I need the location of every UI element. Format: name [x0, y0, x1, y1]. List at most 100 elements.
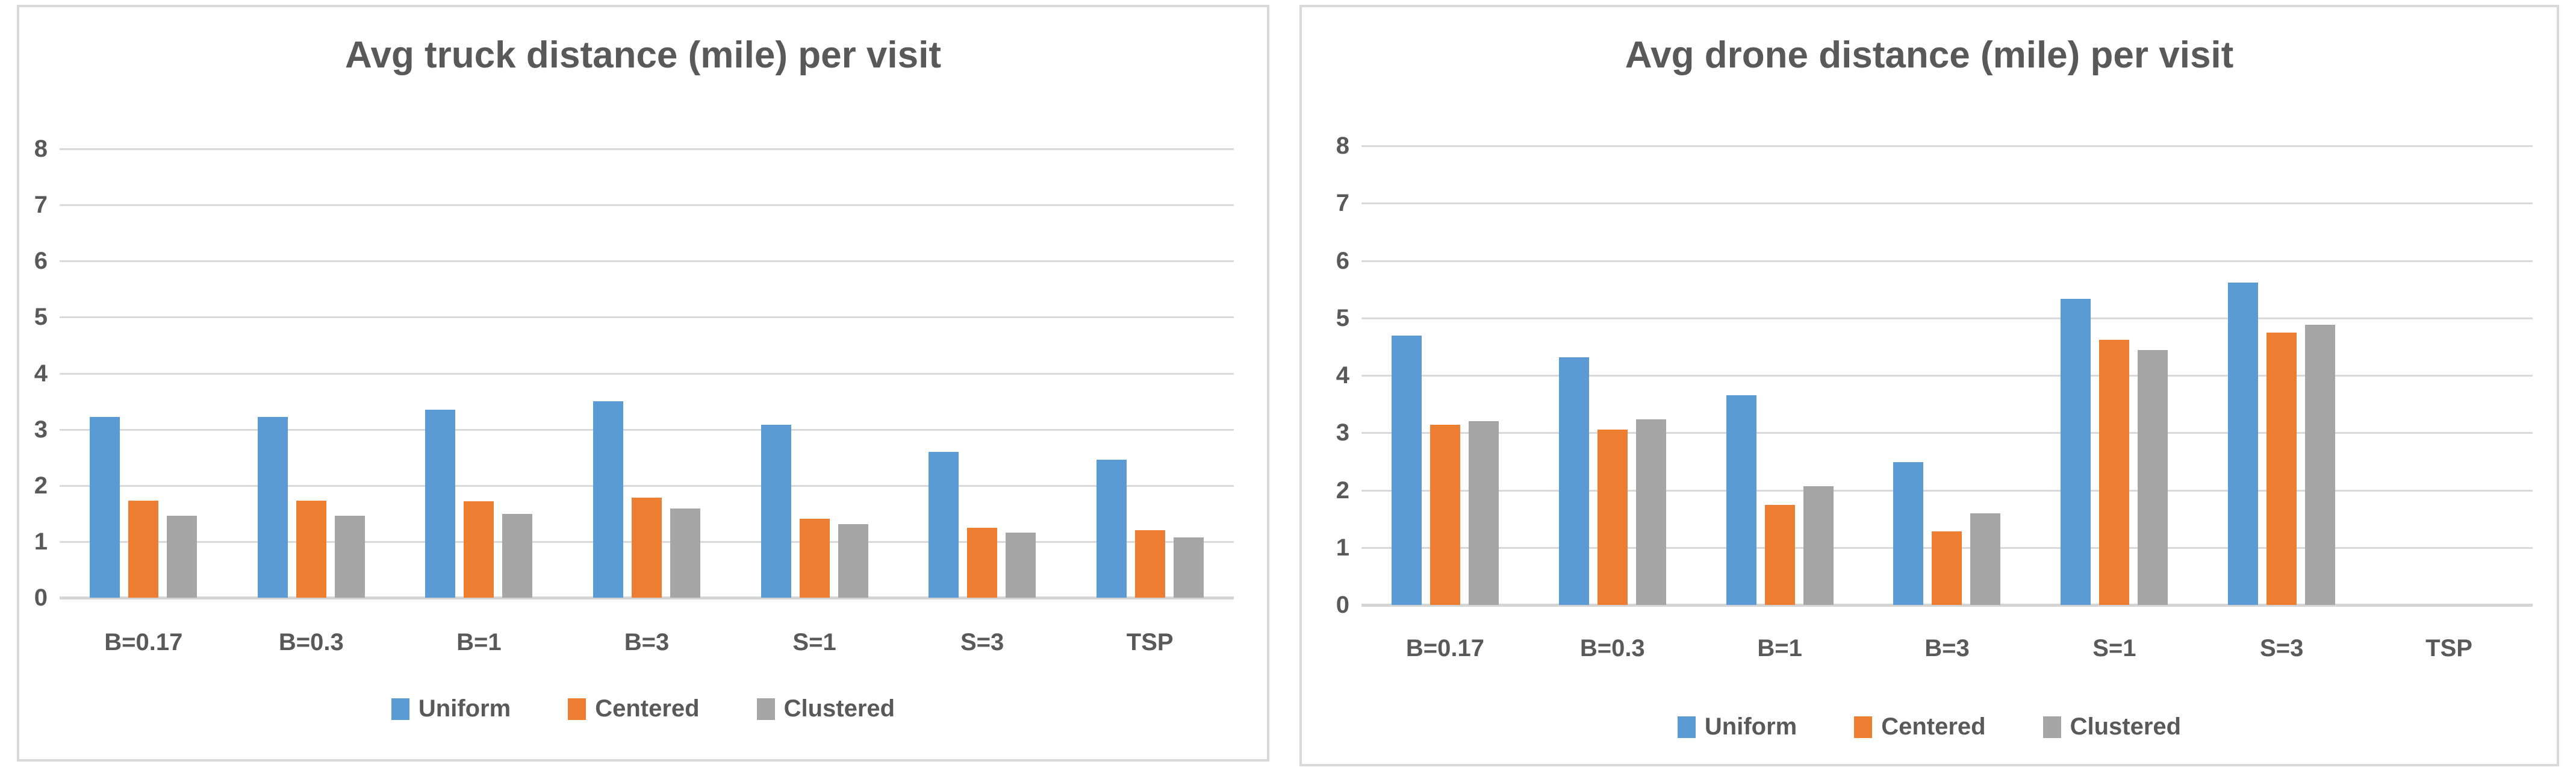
y-tick-label: 1 — [34, 528, 48, 555]
bar-clustered-B=1 — [502, 514, 533, 598]
legend-swatch-clustered — [756, 698, 775, 720]
gridline — [1361, 260, 2533, 262]
bar-centered-B=1 — [1764, 505, 1795, 605]
bar-centered-TSP — [1134, 530, 1165, 598]
bar-group-S=3 — [898, 149, 1066, 598]
bar-uniform-B=0.17 — [1391, 336, 1422, 605]
bar-group-S=1 — [2030, 146, 2198, 605]
bar-uniform-B=3 — [1893, 462, 1924, 605]
x-category-label: B=1 — [456, 629, 502, 656]
gridline — [1361, 375, 2533, 377]
y-tick-label: 7 — [34, 192, 48, 219]
x-category-label: B=0.17 — [1405, 635, 1484, 662]
legend-label-clustered: Clustered — [783, 695, 895, 722]
legend-swatch-centered — [568, 698, 586, 720]
truck-legend: Uniform Centered Clustered — [19, 695, 1267, 722]
x-category-label: S=1 — [2092, 635, 2136, 662]
x-category-label: TSP — [2425, 635, 2472, 662]
bar-uniform-B=1 — [1726, 395, 1756, 605]
bar-clustered-S=1 — [2138, 350, 2168, 605]
y-tick-label: 1 — [1336, 534, 1349, 561]
gridline — [60, 148, 1234, 150]
truck-chart-title: Avg truck distance (mile) per visit — [344, 34, 941, 76]
truck-chart-panel: Avg truck distance (mile) per visit Unif… — [17, 5, 1269, 762]
x-category-label: B=0.3 — [278, 629, 344, 656]
legend-item-centered: Centered — [568, 695, 700, 722]
y-tick-label: 7 — [1336, 190, 1349, 217]
bar-uniform-B=0.3 — [1558, 357, 1589, 605]
bar-centered-B=3 — [1932, 531, 1962, 605]
bar-uniform-B=1 — [425, 410, 456, 598]
legend-label-centered: Centered — [595, 695, 700, 722]
x-axis-line — [60, 596, 1234, 599]
bar-centered-B=0.3 — [296, 501, 326, 598]
bar-centered-S=1 — [2099, 340, 2130, 605]
bar-uniform-S=1 — [2061, 299, 2091, 605]
legend-item-uniform: Uniform — [391, 695, 511, 722]
bar-uniform-S=3 — [2228, 283, 2259, 605]
bar-clustered-B=1 — [1803, 486, 1834, 605]
x-category-label: B=0.3 — [1579, 635, 1645, 662]
gridline — [1361, 432, 2533, 434]
y-tick-label: 5 — [34, 304, 48, 331]
bar-uniform-S=3 — [929, 452, 959, 598]
legend-label-clustered: Clustered — [2070, 713, 2182, 740]
bar-group-B=3 — [1864, 146, 2031, 605]
bar-centered-B=0.17 — [1430, 425, 1460, 605]
bar-clustered-B=0.3 — [334, 516, 365, 598]
y-tick-label: 0 — [1336, 592, 1349, 618]
bar-group-B=3 — [563, 149, 731, 598]
y-tick-label: 8 — [34, 136, 48, 162]
legend-swatch-uniform — [1677, 716, 1696, 738]
legend-item-clustered: Clustered — [2042, 713, 2182, 740]
y-tick-label: 0 — [34, 584, 48, 611]
gridline — [60, 372, 1234, 375]
x-category-label: S=3 — [960, 629, 1004, 656]
bar-centered-B=3 — [631, 498, 662, 598]
bar-clustered-B=3 — [670, 509, 700, 598]
bar-clustered-TSP — [1173, 537, 1204, 598]
x-category-label: B=3 — [624, 629, 670, 656]
bar-clustered-B=0.3 — [1635, 419, 1666, 605]
legend-item-clustered: Clustered — [756, 695, 895, 722]
y-tick-label: 3 — [34, 416, 48, 443]
x-category-label: B=0.17 — [104, 629, 183, 656]
bar-group-B=1 — [1696, 146, 1864, 605]
bar-clustered-S=3 — [1006, 533, 1036, 598]
y-tick-label: 8 — [1336, 133, 1349, 159]
bar-group-B=0.3 — [228, 149, 396, 598]
y-tick-label: 6 — [34, 248, 48, 275]
drone-chart-panel: Avg drone distance (mile) per visit Unif… — [1299, 5, 2559, 766]
y-tick-label: 4 — [1336, 362, 1349, 389]
x-category-label: S=3 — [2260, 635, 2304, 662]
bar-clustered-B=0.17 — [1468, 421, 1499, 605]
bar-uniform-B=0.17 — [90, 417, 120, 598]
truck-plot-area — [60, 148, 1234, 599]
legend-swatch-centered — [1854, 716, 1873, 738]
y-tick-label: 4 — [34, 360, 48, 387]
bar-group-S=3 — [2198, 146, 2365, 605]
legend-label-uniform: Uniform — [1704, 713, 1797, 740]
gridline — [1361, 317, 2533, 319]
legend-label-centered: Centered — [1881, 713, 1986, 740]
bar-group-S=1 — [730, 149, 898, 598]
drone-plot-area — [1361, 145, 2533, 607]
bar-clustered-S=1 — [838, 524, 868, 598]
gridline — [1361, 489, 2533, 492]
legend-label-uniform: Uniform — [418, 695, 511, 722]
bar-group-B=0.17 — [60, 149, 228, 598]
bar-clustered-B=0.17 — [167, 516, 198, 598]
gridline — [60, 204, 1234, 207]
bar-centered-B=0.17 — [128, 501, 159, 598]
bar-clustered-S=3 — [2305, 325, 2336, 605]
bar-uniform-B=0.3 — [257, 417, 288, 598]
bar-clustered-B=3 — [1970, 513, 2001, 605]
gridline — [60, 260, 1234, 263]
bar-uniform-S=1 — [761, 425, 791, 598]
x-category-label: S=1 — [792, 629, 836, 656]
gridline — [60, 484, 1234, 487]
x-axis-line — [1361, 604, 2533, 607]
gridline — [60, 428, 1234, 431]
bar-uniform-TSP — [1096, 460, 1127, 598]
